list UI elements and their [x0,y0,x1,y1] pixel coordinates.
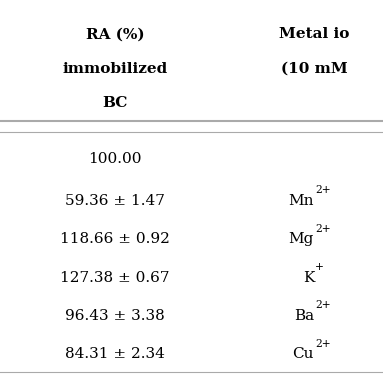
Text: 2+: 2+ [315,339,331,349]
Text: +: + [315,262,324,272]
Text: (10 mM: (10 mM [281,62,347,76]
Text: BC: BC [102,97,128,110]
Text: immobilized: immobilized [62,62,167,76]
Text: 2+: 2+ [315,185,331,195]
Text: Cu: Cu [293,347,314,361]
Text: Metal io: Metal io [279,28,349,41]
Text: Mn: Mn [288,194,314,208]
Text: 59.36 ± 1.47: 59.36 ± 1.47 [65,194,165,208]
Text: 96.43 ± 3.38: 96.43 ± 3.38 [65,309,165,323]
Text: Mg: Mg [289,232,314,246]
Text: 100.00: 100.00 [88,152,142,166]
Text: 2+: 2+ [315,224,331,234]
Text: RA (%): RA (%) [85,28,144,41]
Text: 84.31 ± 2.34: 84.31 ± 2.34 [65,347,165,361]
Text: 2+: 2+ [315,300,331,310]
Text: 118.66 ± 0.92: 118.66 ± 0.92 [60,232,170,246]
Text: 127.38 ± 0.67: 127.38 ± 0.67 [60,271,170,285]
Text: K: K [303,271,314,285]
Text: Ba: Ba [294,309,314,323]
